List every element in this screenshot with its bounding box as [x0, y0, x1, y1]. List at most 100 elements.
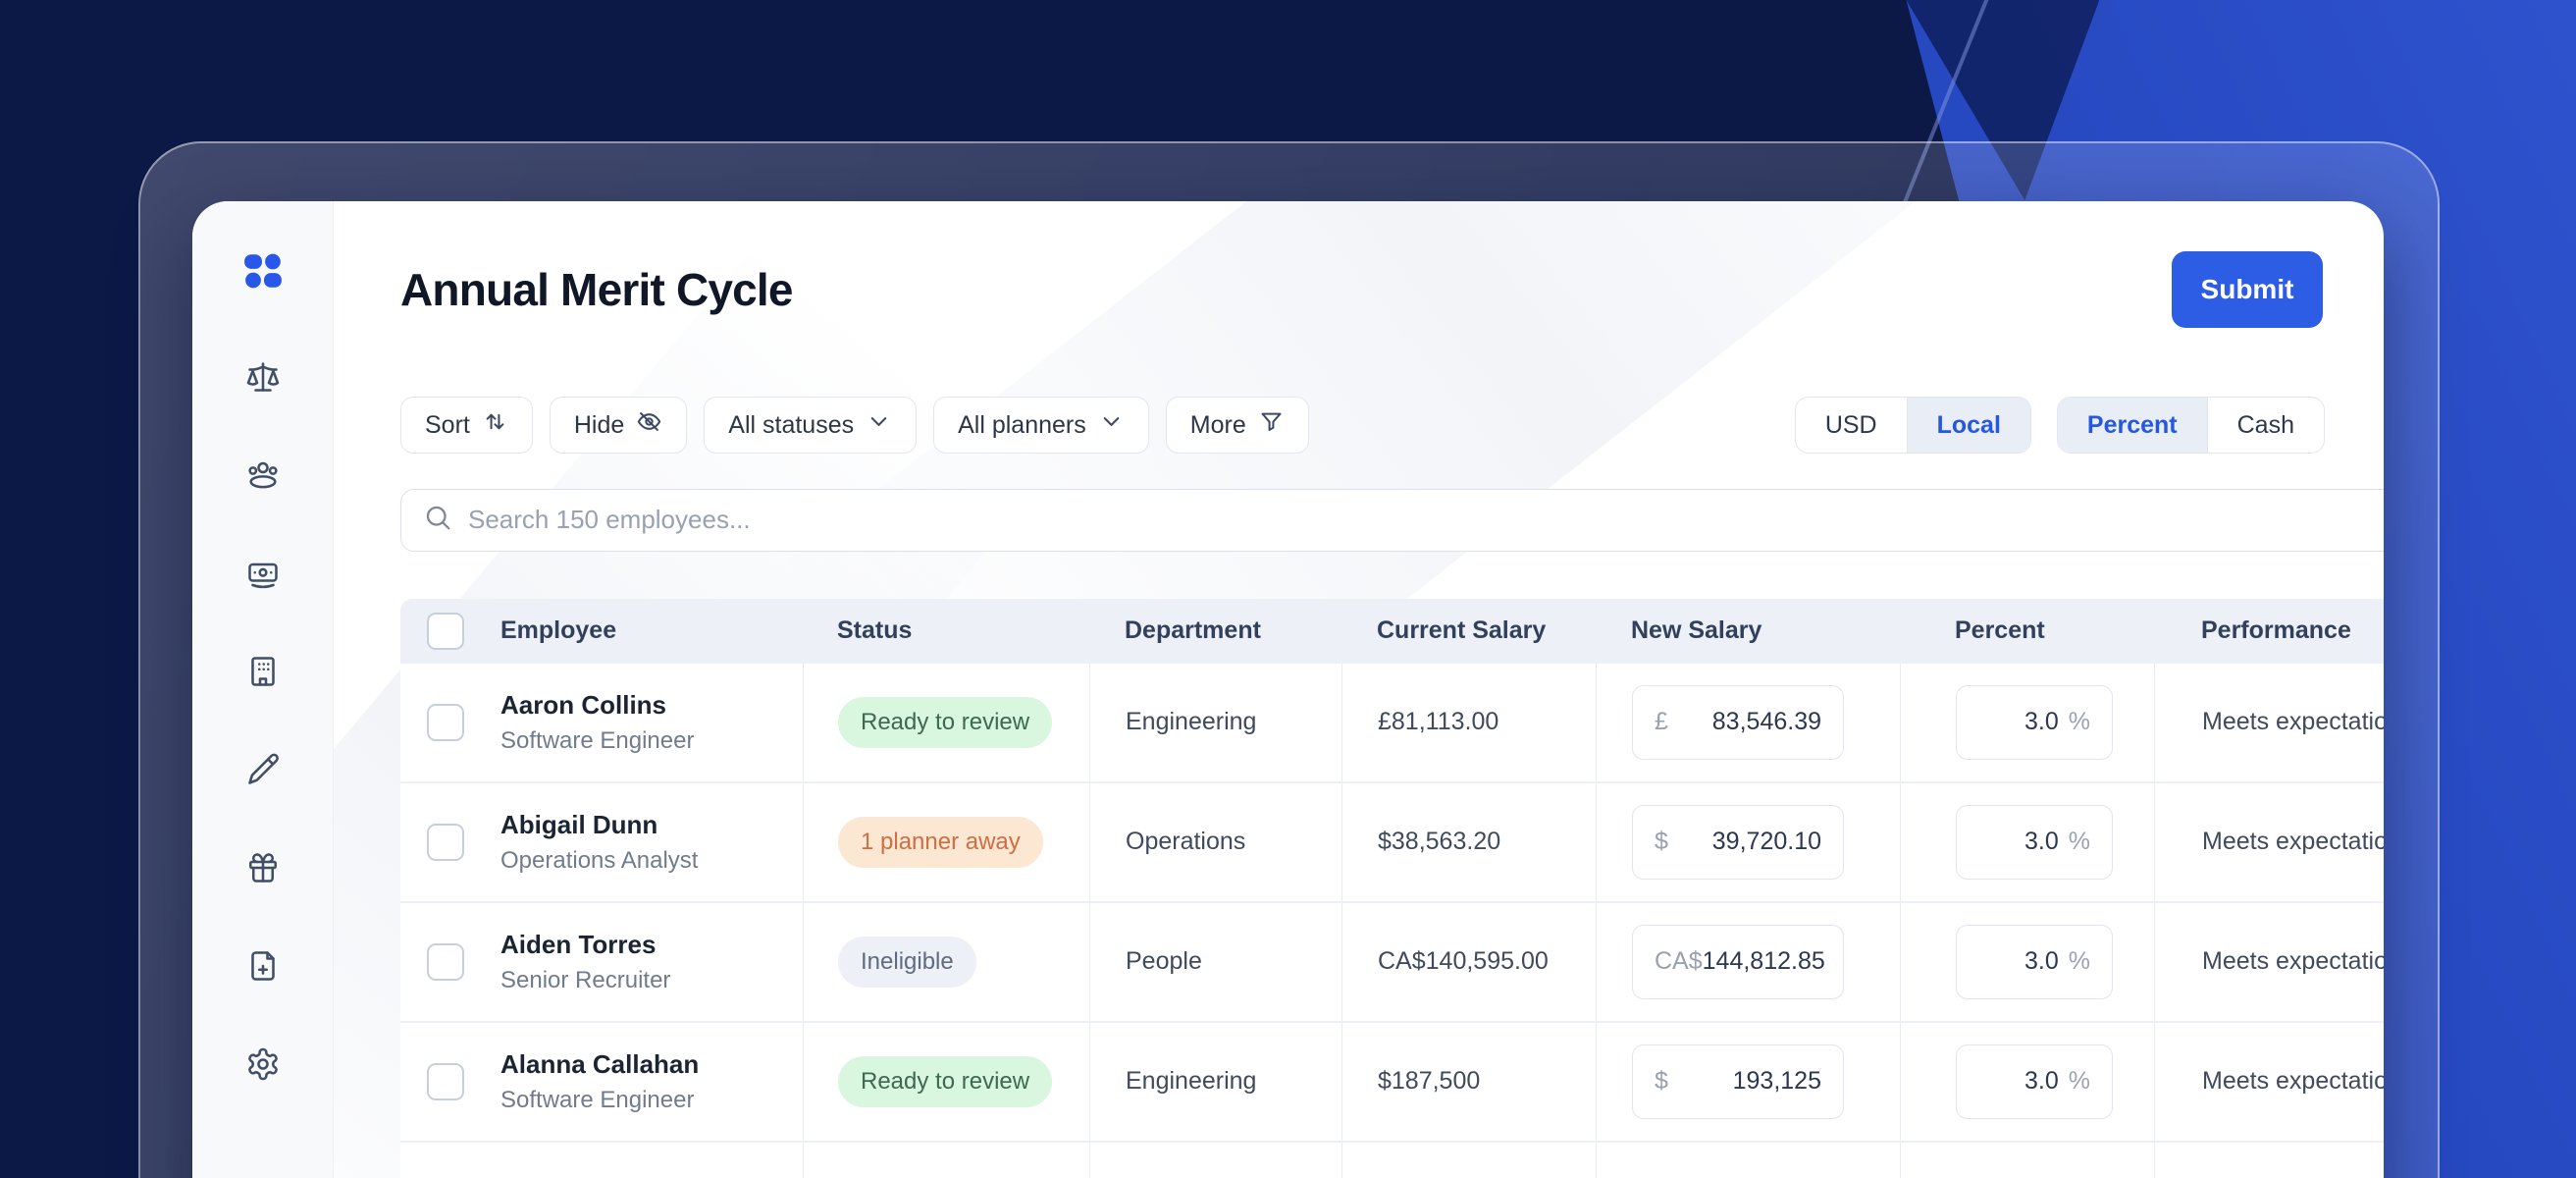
employee-name: Abigail Dunn [500, 809, 658, 839]
department-cell: Engineering [1126, 708, 1257, 736]
percent-suffix: % [2068, 1067, 2090, 1096]
status-badge: 1 planner away [838, 816, 1043, 868]
employee-name: Aiden Torres [500, 929, 657, 959]
current-salary-cell: $187,500 [1378, 1067, 1481, 1096]
col-employee: Employee [500, 616, 617, 645]
new-salary-input[interactable]: $ 193,125 [1632, 1044, 1844, 1119]
employee-cell: Aaron Collins Software Engineer [500, 690, 694, 755]
planner-filter-label: All planners [958, 410, 1086, 439]
employee-role: Software Engineer [500, 726, 695, 754]
new-salary-value: 193,125 [1732, 1067, 1821, 1096]
performance-cell: Meets expectations [2202, 828, 2384, 856]
app-logo-icon [242, 250, 284, 296]
arrows-up-down-icon [482, 408, 508, 442]
employee-cell: Abigail Dunn Operations Analyst [500, 810, 698, 875]
more-filters-button[interactable]: More [1165, 397, 1309, 455]
status-filter-label: All statuses [728, 410, 855, 439]
col-current-salary: Current Salary [1377, 616, 1547, 645]
payroll-icon[interactable] [245, 556, 281, 591]
currency-prefix: $ [1655, 828, 1668, 856]
col-percent: Percent [1955, 616, 2045, 645]
scales-icon[interactable] [245, 359, 281, 395]
hide-button[interactable]: Hide [549, 397, 688, 455]
percent-suffix: % [2068, 708, 2090, 736]
col-performance: Performance [2201, 616, 2351, 645]
toggle-cash[interactable]: Cash [2206, 398, 2324, 454]
department-cell: People [1126, 947, 1202, 976]
employee-role: Senior Recruiter [500, 966, 671, 993]
percent-value: 3.0 [2024, 708, 2059, 736]
benefits-icon[interactable] [245, 850, 281, 885]
table-body: Aaron Collins Software Engineer Ready to… [400, 663, 2384, 1143]
search-icon [423, 503, 452, 537]
row-checkbox[interactable] [427, 823, 464, 861]
percent-input[interactable]: 3.0 % [1956, 804, 2113, 880]
new-salary-input[interactable]: $ 39,720.10 [1632, 804, 1844, 880]
sort-button-label: Sort [425, 410, 470, 439]
percent-value: 3.0 [2024, 828, 2059, 856]
display-toggle: Percent Cash [2056, 397, 2325, 455]
sort-button[interactable]: Sort [400, 397, 533, 455]
table-row: Abigail Dunn Operations Analyst 1 planne… [400, 782, 2384, 903]
new-salary-input[interactable]: £ 83,546.39 [1632, 684, 1844, 760]
table-row: Aaron Collins Software Engineer Ready to… [400, 663, 2384, 783]
company-icon[interactable] [245, 654, 281, 689]
filter-toolbar: Sort Hide All statuses [400, 397, 2384, 455]
documents-icon[interactable] [245, 948, 281, 984]
new-salary-value: 83,546.39 [1711, 708, 1821, 736]
toggle-usd[interactable]: USD [1824, 410, 1877, 439]
new-salary-value: 39,720.10 [1711, 828, 1821, 856]
row-checkbox[interactable] [427, 1062, 464, 1100]
currency-toggle: USD Local [1794, 397, 2031, 455]
row-checkbox[interactable] [427, 942, 464, 981]
table-row: Alanna Callahan Software Engineer Ready … [400, 1022, 2384, 1143]
team-icon[interactable] [245, 457, 281, 493]
new-salary-input[interactable]: CA$ 144,812.85 [1632, 924, 1844, 999]
department-cell: Engineering [1126, 1067, 1257, 1096]
currency-prefix: £ [1655, 708, 1668, 736]
edit-icon[interactable] [245, 752, 281, 787]
employee-name: Alanna Callahan [500, 1048, 700, 1079]
col-department: Department [1125, 616, 1261, 645]
col-status: Status [837, 616, 913, 645]
employee-name: Aaron Collins [500, 689, 667, 720]
table-header: Employee Status Department Current Salar… [400, 598, 2384, 664]
toggle-local[interactable]: Local [1906, 398, 2030, 454]
percent-input[interactable]: 3.0 % [1956, 1044, 2113, 1119]
current-salary-cell: $38,563.20 [1378, 828, 1501, 856]
percent-suffix: % [2068, 828, 2090, 856]
current-salary-cell: £81,113.00 [1378, 708, 1499, 736]
employee-role: Operations Analyst [500, 846, 699, 874]
planner-filter-dropdown[interactable]: All planners [933, 397, 1149, 455]
employee-cell: Aiden Torres Senior Recruiter [500, 930, 670, 994]
toggle-percent[interactable]: Percent [2057, 398, 2207, 454]
title-row: Annual Merit Cycle Submit [400, 248, 2384, 330]
percent-input[interactable]: 3.0 % [1956, 924, 2113, 999]
employee-role: Software Engineer [500, 1086, 695, 1113]
percent-suffix: % [2068, 947, 2090, 976]
row-checkbox[interactable] [427, 703, 464, 741]
chevron-down-icon [1098, 408, 1125, 442]
chevron-down-icon [866, 408, 892, 442]
currency-prefix: CA$ [1655, 947, 1703, 976]
search-bar [400, 488, 2384, 552]
sidebar [192, 201, 334, 1178]
settings-icon[interactable] [245, 1046, 281, 1082]
performance-cell: Meets expectations [2202, 708, 2384, 736]
status-filter-dropdown[interactable]: All statuses [704, 397, 918, 455]
percent-value: 3.0 [2024, 947, 2059, 976]
main-content: Annual Merit Cycle Submit Sort Hide [334, 201, 2384, 1178]
table-row [400, 1142, 2384, 1178]
percent-input[interactable]: 3.0 % [1956, 684, 2113, 760]
table-row: Aiden Torres Senior Recruiter Ineligible… [400, 902, 2384, 1023]
status-badge: Ready to review [838, 696, 1053, 748]
funnel-icon [1258, 408, 1285, 442]
performance-cell: Meets expectations [2202, 1067, 2384, 1096]
more-filters-label: More [1189, 410, 1246, 439]
col-new-salary: New Salary [1631, 616, 1762, 645]
eye-off-icon [636, 408, 662, 442]
select-all-checkbox[interactable] [427, 612, 464, 650]
submit-button[interactable]: Submit [2172, 250, 2323, 328]
search-input[interactable] [468, 505, 2384, 536]
